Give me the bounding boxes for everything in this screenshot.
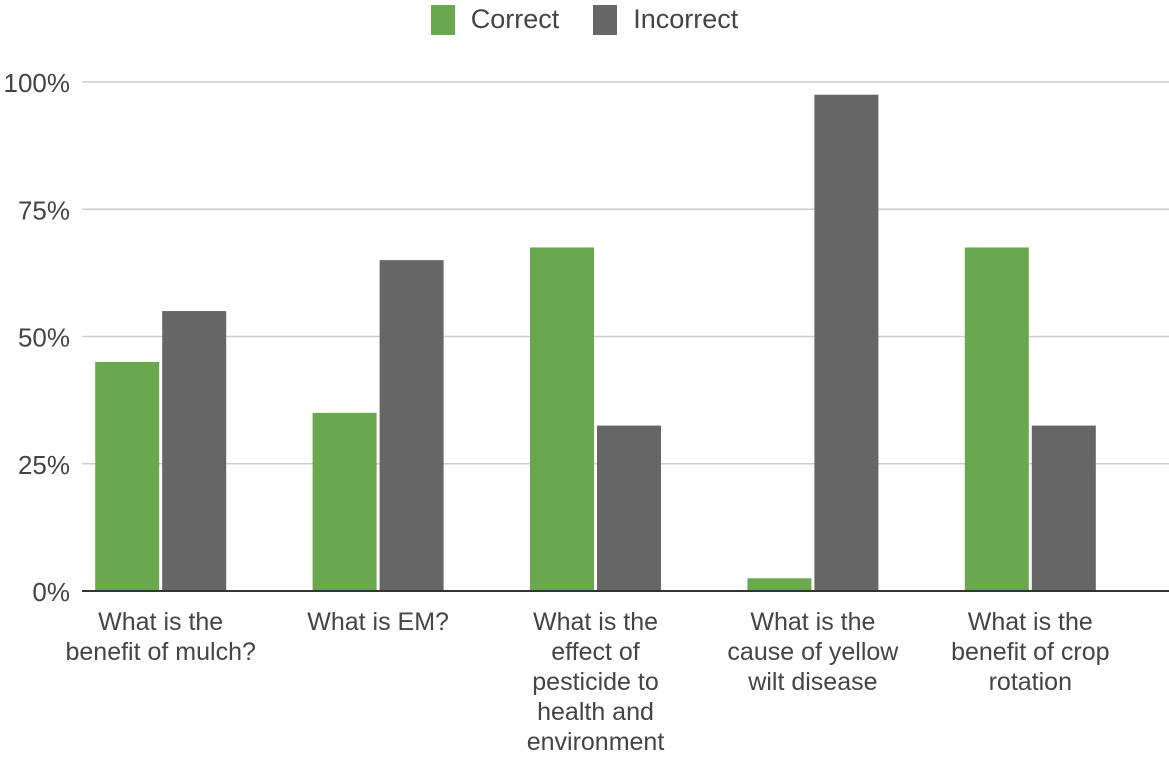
bar-incorrect xyxy=(597,425,661,591)
category-label: What is EM? xyxy=(307,608,449,636)
bar-correct xyxy=(964,247,1029,592)
category-label-line: What is the xyxy=(533,608,658,636)
category-label: What is the benefit of crop rotation xyxy=(951,608,1109,696)
category-label-line: health and xyxy=(537,698,654,726)
legend: Correct Incorrect xyxy=(0,4,1169,35)
category-label-line: What is EM? xyxy=(307,608,449,636)
legend-label-incorrect: Incorrect xyxy=(633,4,739,34)
category-label-line: What is the xyxy=(968,608,1093,636)
y-tick-label: 0% xyxy=(32,577,70,607)
category-label-line: wilt disease xyxy=(747,668,877,696)
category-label: What is the cause of yellow wilt disease xyxy=(727,608,899,696)
category-label-line: What is the xyxy=(750,608,875,636)
bar-correct xyxy=(530,247,594,592)
category-label: What is the effect of pesticide to health a… xyxy=(527,608,665,756)
y-tick-label: 100% xyxy=(4,68,71,98)
category-label-line: pesticide to xyxy=(532,668,658,696)
bar-incorrect xyxy=(814,94,879,591)
bar-correct xyxy=(95,361,160,591)
legend-item-incorrect: Incorrect xyxy=(593,4,738,35)
legend-label-correct: Correct xyxy=(470,4,560,34)
bar-correct xyxy=(747,578,812,591)
category-label-line: environment xyxy=(527,728,665,756)
y-tick-label: 50% xyxy=(18,323,70,353)
category-label-line: effect of xyxy=(551,638,640,666)
legend-swatch-correct xyxy=(430,4,455,35)
bar-incorrect xyxy=(379,260,444,591)
bar-correct xyxy=(312,412,377,591)
legend-swatch-incorrect xyxy=(593,4,618,35)
category-label: What is the benefit of mulch? xyxy=(65,608,255,666)
y-tick-label: 25% xyxy=(18,450,70,480)
category-label-line: cause of yellow xyxy=(727,638,899,666)
category-label-line: benefit of crop xyxy=(951,638,1109,666)
legend-item-correct: Correct xyxy=(430,4,560,35)
category-label-line: benefit of mulch? xyxy=(65,638,255,666)
bar-incorrect xyxy=(162,311,227,591)
category-label-line: rotation xyxy=(989,668,1072,696)
y-tick-label: 75% xyxy=(18,195,70,225)
category-label-line: What is the xyxy=(98,608,223,636)
bar-incorrect xyxy=(1031,425,1096,591)
